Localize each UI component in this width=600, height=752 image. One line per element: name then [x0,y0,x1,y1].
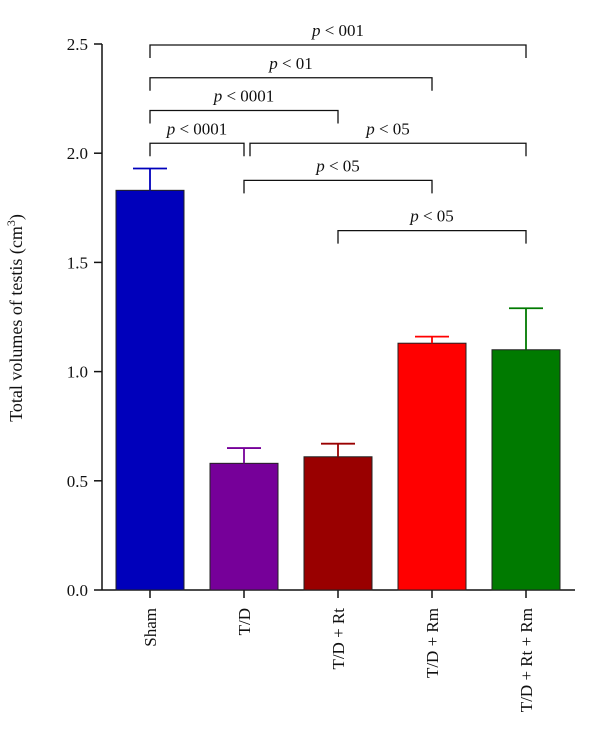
significance-bracket [249,142,527,157]
x-tick-label: T/D [235,608,254,635]
x-tick-label: Sham [141,608,160,647]
significance-label: p < 05 [365,119,410,138]
x-tick-label: T/D + Rt [329,608,348,670]
y-axis-title-main: Total volumes of testis (cm [6,226,27,422]
axes: 0.0 0.5 1.0 1.5 2.0 2.5 Sham T/D T/D + Rt T/D + R… [67,35,575,712]
y-axis-title-sup: 3 [4,220,18,226]
significance-bracket [149,77,433,91]
y-tick-label: 1.5 [67,253,88,272]
significance-bracket [149,142,245,157]
bar [115,189,185,591]
y-tick-label: 2.5 [67,35,88,54]
bar [491,349,561,591]
significance-label: p < 0001 [166,119,228,138]
x-tick-label: T/D + Rm [423,608,442,678]
significance-bracket [149,109,339,124]
significance-brackets: p < 001 p < 01 p < 0001 p < 0001 p < 05 p < 0… [149,21,527,244]
significance-bracket [243,179,433,194]
y-tick-label: 0.5 [67,472,88,491]
x-tick-label: T/D + Rt + Rm [517,608,536,712]
significance-label: p < 05 [409,207,454,226]
significance-label: p < 05 [315,156,360,175]
y-tick-label: 2.0 [67,144,88,163]
significance-bracket [149,44,527,58]
y-tick-label: 1.0 [67,363,88,382]
significance-label: p < 0001 [213,87,275,106]
bars [115,167,561,591]
y-axis-title-close: ) [6,214,27,220]
bar [303,456,373,591]
y-tick-label: 0.0 [67,581,88,600]
bar [397,342,467,591]
significance-label: p < 001 [311,21,364,40]
significance-label: p < 01 [268,54,313,73]
significance-bracket [337,229,527,244]
bar [209,462,279,591]
y-axis-title: Total volumes of testis (cm3) [4,214,27,422]
